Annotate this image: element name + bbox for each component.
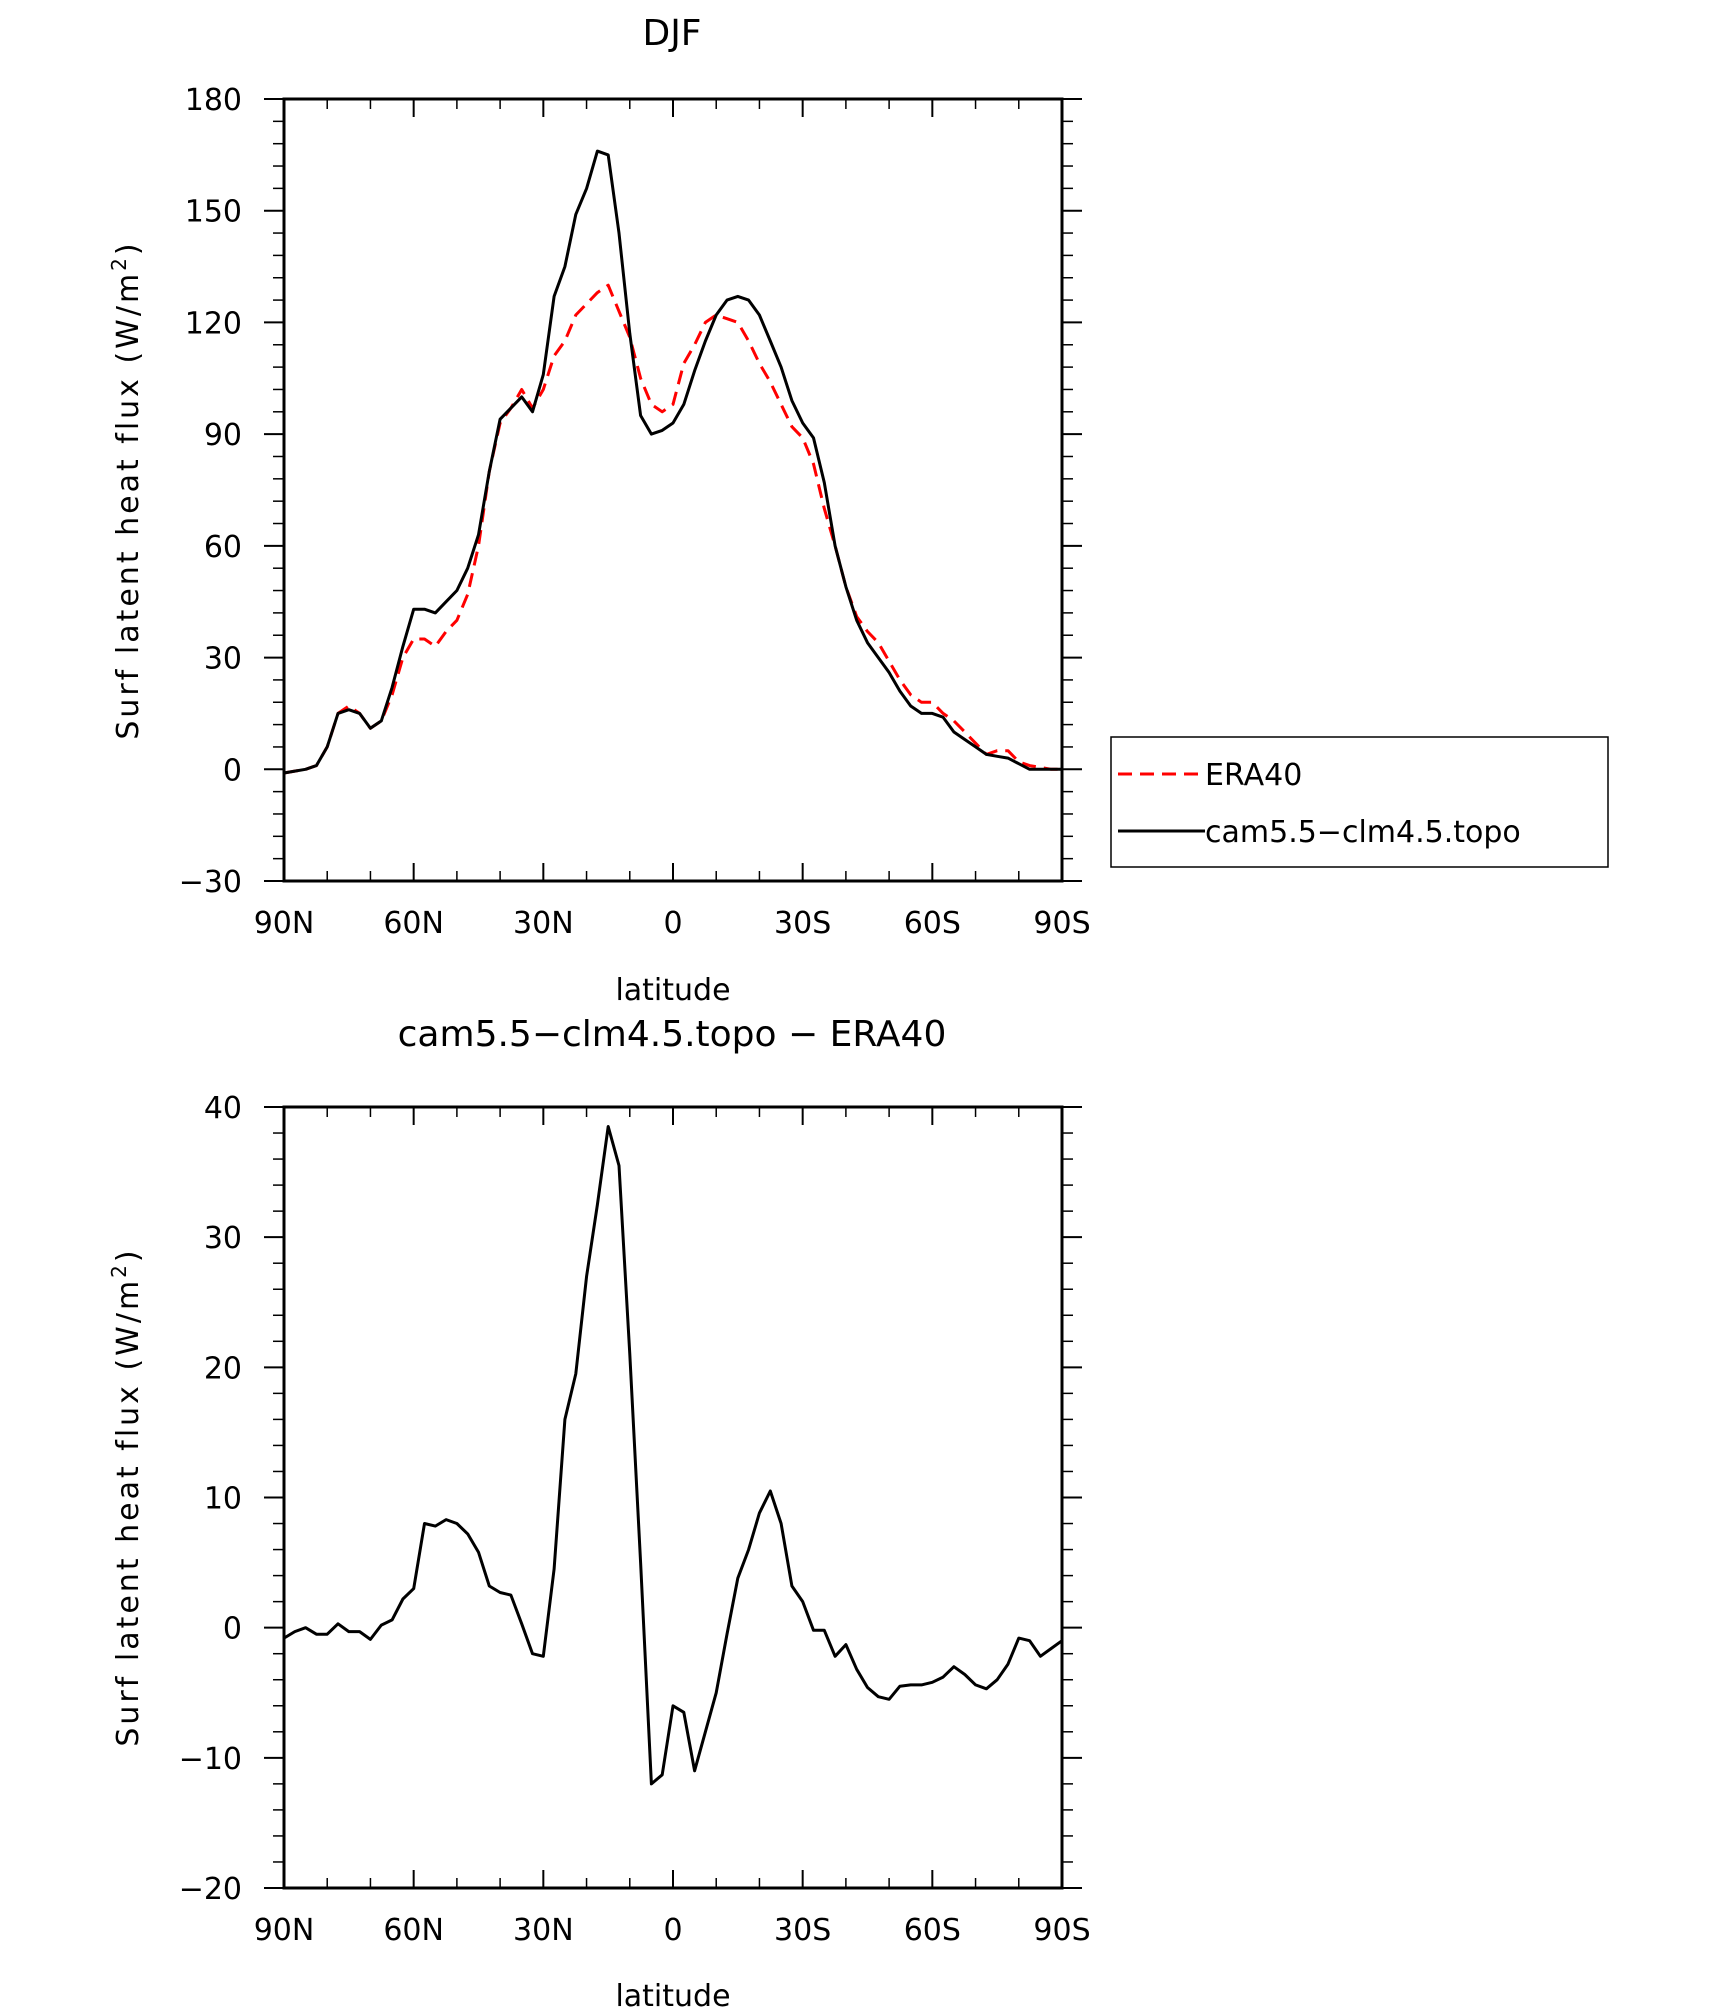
top-y-tick-labels: −30 0 30 60 90 120 150 180 — [179, 83, 242, 900]
legend-label-cam: cam5.5−clm4.5.topo — [1205, 815, 1521, 850]
bottom-plot-frame — [282, 1105, 1064, 1890]
bottom-ticks — [264, 1106, 1082, 1889]
top-series-line-cam5-5-clm4-5-topo — [283, 149, 1062, 775]
top-plot-frame — [282, 97, 1064, 883]
top-x-tick-label: 60S — [904, 906, 961, 941]
top-x-tick-label: 30S — [774, 906, 831, 941]
top-y-tick-label: −30 — [179, 865, 242, 900]
legend: ERA40 cam5.5−clm4.5.topo — [1110, 736, 1609, 868]
top-x-tick-labels: 90N 60N 30N 0 30S 60S 90S — [254, 906, 1091, 941]
top-series-line-era40 — [283, 283, 1062, 775]
top-y-tick-label: 90 — [204, 418, 242, 453]
bottom-y-tick-label: 20 — [204, 1351, 242, 1386]
bottom-x-tick-label: 90N — [254, 1913, 315, 1948]
bottom-series-line-0 — [283, 1125, 1063, 1786]
top-ticks — [264, 98, 1082, 882]
bottom-y-tick-label: −20 — [179, 1872, 242, 1907]
top-x-axis-label: latitude — [615, 973, 730, 1008]
bottom-y-tick-label: 10 — [204, 1482, 242, 1517]
top-y-tick-label: 0 — [223, 753, 242, 788]
top-y-tick-label: 150 — [185, 195, 242, 230]
top-x-tick-label: 90N — [254, 906, 315, 941]
bottom-x-tick-label: 90S — [1033, 1913, 1090, 1948]
top-y-tick-label: 180 — [185, 83, 242, 118]
legend-label-era40: ERA40 — [1205, 758, 1302, 793]
top-x-tick-label: 30N — [513, 906, 574, 941]
top-x-tick-label: 90S — [1033, 906, 1090, 941]
top-chart-title: DJF — [642, 13, 701, 54]
top-y-tick-label: 30 — [204, 642, 242, 677]
bottom-y-tick-label: 0 — [223, 1612, 242, 1647]
bottom-y-tick-label: −10 — [179, 1742, 242, 1777]
bottom-x-tick-label: 0 — [663, 1913, 682, 1948]
top-y-tick-label: 60 — [204, 530, 242, 565]
top-x-tick-label: 0 — [663, 906, 682, 941]
top-series-lines — [283, 149, 1062, 775]
bottom-y-tick-labels: −20 −10 0 10 20 30 40 — [179, 1091, 242, 1907]
bottom-x-axis-label: latitude — [615, 1979, 730, 2010]
top-x-tick-label: 60N — [383, 906, 444, 941]
top-y-tick-label: 120 — [185, 306, 242, 341]
bottom-y-axis-label: Surf latent heat flux (W/m2) — [107, 1247, 146, 1746]
bottom-x-tick-label: 60N — [383, 1913, 444, 1948]
bottom-x-tick-labels: 90N 60N 30N 0 30S 60S 90S — [254, 1913, 1091, 1948]
bottom-x-tick-label: 60S — [904, 1913, 961, 1948]
top-y-axis-label: Surf latent heat flux (W/m2) — [107, 240, 146, 739]
bottom-panel: cam5.5−clm4.5.topo − ERA40 90N 60N 30N 0 30S… — [107, 1014, 1091, 2010]
bottom-y-tick-label: 30 — [204, 1221, 242, 1256]
bottom-y-tick-label: 40 — [204, 1091, 242, 1126]
bottom-chart-title: cam5.5−clm4.5.topo − ERA40 — [398, 1014, 947, 1055]
top-panel: DJF 90N 60N 30N 0 30S 60S 90S −30 0 30 60 90 120 150… — [107, 13, 1609, 1008]
bottom-x-tick-label: 30S — [774, 1913, 831, 1948]
bottom-x-tick-label: 30N — [513, 1913, 574, 1948]
bottom-series-lines — [283, 1125, 1063, 1786]
legend-box — [1110, 736, 1609, 868]
